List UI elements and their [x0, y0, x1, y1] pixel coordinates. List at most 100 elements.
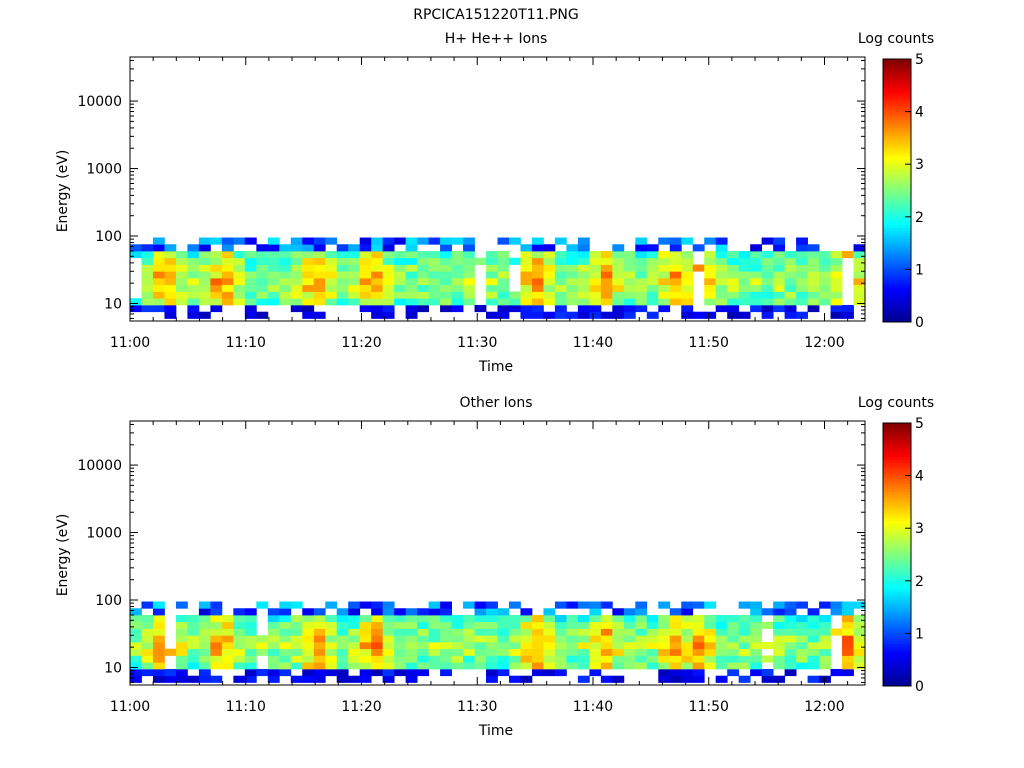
colorbar-segment	[883, 285, 911, 289]
heatmap-cell	[463, 662, 475, 670]
heatmap-cell	[773, 257, 786, 265]
colorbar-segment	[883, 272, 911, 276]
heatmap-cell	[761, 655, 774, 663]
heatmap-cell	[669, 251, 682, 259]
heatmap-cell	[577, 675, 590, 683]
heatmap-cell	[348, 608, 361, 616]
heatmap-cell	[669, 237, 682, 245]
heatmap-cell	[486, 621, 498, 629]
heatmap-cell	[715, 237, 728, 245]
heatmap-cell	[566, 298, 579, 306]
heatmap-cell	[164, 675, 177, 683]
heatmap-cell	[531, 244, 544, 252]
heatmap-cell	[440, 264, 452, 272]
heatmap-cell	[198, 291, 211, 299]
heatmap-cell	[428, 601, 441, 609]
heatmap-cell	[543, 608, 556, 616]
colorbar-tick-label: 2	[915, 574, 924, 590]
heatmap-cell	[313, 635, 326, 643]
heatmap-cell	[313, 298, 326, 306]
heatmap-cell	[290, 655, 303, 663]
heatmap-cell	[589, 298, 602, 306]
heatmap-cell	[371, 277, 384, 286]
heatmap-cell	[853, 601, 866, 609]
heatmap-cell	[244, 311, 257, 319]
colorbar-segment	[883, 517, 911, 521]
heatmap-cell	[463, 628, 475, 636]
heatmap-cell	[371, 641, 384, 650]
colorbar-segment	[883, 66, 911, 71]
heatmap-cell	[313, 237, 326, 245]
heatmap-cell	[761, 277, 774, 286]
heatmap-cell	[463, 284, 475, 292]
heatmap-cell	[451, 271, 464, 279]
heatmap-cell	[658, 675, 671, 683]
heatmap-cell	[359, 277, 372, 286]
heatmap-cell	[589, 251, 602, 259]
heatmap-cell	[474, 628, 487, 636]
heatmap-cell	[750, 621, 763, 629]
heatmap-cell	[554, 628, 567, 636]
heatmap-cell	[141, 601, 154, 609]
heatmap-cell	[405, 675, 418, 683]
heatmap-cell	[382, 237, 395, 245]
heatmap-cell	[382, 284, 395, 292]
heatmap-cell	[187, 244, 200, 252]
heatmap-cell	[141, 655, 154, 663]
heatmap-cell	[417, 264, 429, 272]
heatmap-cell	[267, 271, 280, 279]
heatmap-cell	[669, 244, 682, 252]
heatmap-cell	[486, 608, 498, 616]
y-tick-label: 100	[95, 229, 122, 245]
heatmap-cell	[325, 284, 338, 292]
heatmap-cell	[727, 251, 740, 259]
heatmap-cell	[175, 662, 188, 670]
heatmap-cell	[198, 635, 211, 643]
heatmap-cell	[152, 244, 165, 252]
heatmap-cell	[646, 311, 659, 319]
colorbar-segment	[883, 654, 911, 658]
heatmap-cell	[428, 662, 441, 670]
heatmap-cell	[187, 675, 200, 683]
heatmap-cell	[692, 648, 705, 656]
x-tick-label: 12:00	[804, 335, 844, 351]
heatmap-cell	[796, 628, 808, 636]
heatmap-cell	[198, 668, 211, 677]
heatmap-cell	[267, 298, 280, 306]
heatmap-cell	[463, 635, 475, 643]
colorbar-segment	[883, 441, 911, 445]
heatmap-cell	[669, 257, 682, 265]
heatmap-cell	[198, 608, 211, 616]
heatmap-cell	[750, 271, 763, 279]
heatmap-cell	[646, 648, 659, 656]
heatmap-cell	[290, 277, 303, 286]
heatmap-cell	[658, 648, 671, 656]
heatmap-cell	[784, 655, 797, 663]
colorbar-segment	[883, 449, 911, 453]
heatmap-cell	[796, 284, 808, 292]
colorbar-segment	[883, 311, 911, 315]
axis-ticks: 11:00 11:10 11:20 11:30 11:40 11:50 12:0010100…	[77, 57, 865, 351]
colorbar-segment	[883, 423, 911, 427]
heatmap-cell	[336, 675, 349, 683]
colorbar-segment	[883, 245, 911, 249]
heatmap-cell	[164, 277, 177, 286]
heatmap-cell	[750, 668, 763, 677]
colorbar-tick-label: 4	[915, 105, 924, 121]
colorbar-segment	[883, 446, 911, 450]
colorbar-segment	[883, 646, 911, 650]
heatmap-cell	[382, 628, 395, 636]
heatmap-cell	[474, 257, 487, 265]
heatmap-cell	[554, 304, 567, 313]
heatmap-cell	[669, 648, 682, 656]
colorbar-segment	[883, 567, 911, 571]
colorbar-segment	[883, 507, 911, 511]
heatmap-cell	[520, 662, 533, 670]
colorbar-segment	[883, 69, 911, 73]
heatmap-cell	[819, 621, 831, 629]
heatmap-cell	[130, 635, 142, 643]
heatmap-cell	[313, 675, 326, 683]
heatmap-cell	[359, 264, 372, 272]
heatmap-cell	[543, 244, 556, 252]
heatmap-cell	[727, 304, 740, 313]
